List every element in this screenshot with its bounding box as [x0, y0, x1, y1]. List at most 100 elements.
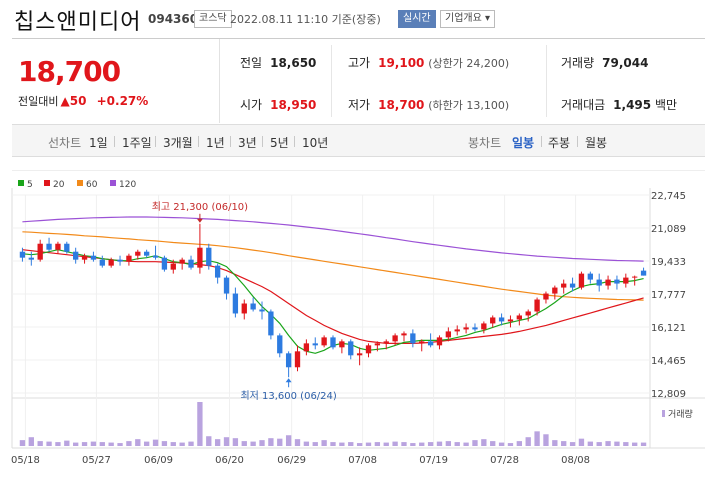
volume-bar: [73, 442, 79, 446]
volume-bar: [108, 442, 114, 446]
up-arrow-icon: ▲: [60, 94, 70, 108]
volume-bar: [330, 442, 336, 446]
low-value: 18,700: [378, 98, 425, 112]
legend-swatch-20: [44, 180, 50, 186]
candle-body: [516, 315, 522, 320]
info-open: 시가 18,950: [240, 96, 316, 113]
candle-body: [543, 293, 549, 300]
candle-body: [330, 337, 336, 348]
change-value: 50: [69, 94, 87, 108]
tab-period-3y[interactable]: 3년: [238, 136, 257, 150]
candle-body: [268, 311, 274, 336]
candle-body: [605, 279, 611, 286]
header-divider: [12, 38, 705, 39]
volume-value: 79,044: [602, 56, 649, 70]
ma-line-120: [22, 216, 644, 262]
high-label: 고가: [348, 56, 371, 70]
candle-body: [578, 273, 585, 288]
candle-body: [64, 243, 70, 252]
volume-bar: [498, 442, 505, 446]
candle-body: [285, 353, 292, 368]
legend-label-60: 60: [86, 180, 98, 190]
candle-body: [161, 257, 168, 270]
volume-bar: [126, 441, 132, 446]
market-badge: 코스닥: [194, 10, 232, 28]
realtime-button[interactable]: 실시간: [398, 10, 436, 28]
candle-body: [490, 317, 496, 324]
volume-bar: [534, 431, 540, 446]
volume-bar: [170, 442, 176, 446]
candle-body: [445, 331, 452, 338]
candle-body: [410, 333, 416, 344]
info-high: 고가 19,100 (상한가 24,200): [348, 54, 509, 71]
candle-body: [339, 341, 345, 348]
volume-bar: [587, 441, 593, 446]
volume-bar: [374, 442, 381, 446]
x-tick-label: 06/29: [277, 455, 306, 466]
volume-bar: [490, 441, 496, 446]
tab-period-3m[interactable]: 3개월: [163, 136, 193, 150]
candle-body: [374, 343, 381, 346]
candle-body: [152, 255, 159, 258]
candle-body: [525, 311, 531, 316]
volume-bar: [197, 402, 203, 446]
candle-body: [569, 283, 576, 288]
tab-period-1y[interactable]: 1년: [206, 136, 225, 150]
legend-label-120: 120: [119, 180, 136, 190]
y-tick-label: 14,465: [651, 356, 686, 367]
candle-body: [427, 341, 434, 346]
volume-bar: [259, 440, 265, 446]
tab-divider: [230, 136, 231, 147]
candle-body: [481, 323, 487, 330]
tab-candle-daily[interactable]: 일봉: [512, 136, 535, 150]
tab-period-1d[interactable]: 1일: [89, 136, 108, 150]
candle-body: [312, 343, 318, 346]
info-low: 저가 18,700 (하한가 13,100): [348, 96, 509, 113]
volume-bar: [268, 438, 274, 446]
candle-body: [356, 353, 363, 356]
tab-candle-weekly[interactable]: 주봉: [548, 136, 571, 150]
lower-limit: (하한가 13,100): [428, 99, 510, 112]
volume-bar: [144, 441, 150, 446]
candle-body: [55, 243, 61, 250]
volume-bar: [303, 441, 310, 446]
volume-bar: [365, 442, 372, 446]
candle-body: [614, 279, 620, 284]
tab-period-1w[interactable]: 1주일: [122, 136, 152, 150]
candle-body: [46, 243, 52, 250]
x-tick-label: 07/08: [348, 455, 377, 466]
x-tick-label: 06/20: [215, 455, 244, 466]
company-info-button[interactable]: 기업개요 ▾: [440, 10, 495, 28]
tab-period-10y[interactable]: 10년: [302, 136, 329, 150]
volume-bar: [578, 438, 585, 446]
high-value: 19,100: [378, 56, 425, 70]
info-prev: 전일 18,650: [240, 54, 316, 71]
candle-body: [81, 255, 88, 260]
volume-bar: [250, 441, 256, 446]
candle-body: [640, 270, 647, 276]
line-chart-label: 선차트: [48, 136, 82, 150]
candle-body: [277, 335, 283, 354]
legend-label-20: 20: [53, 180, 65, 190]
candle-body: [259, 309, 265, 312]
y-tick-label: 12,809: [651, 389, 686, 400]
candle-body: [498, 317, 505, 322]
quote-datetime: 2022.08.11 11:10 기준(장중): [230, 13, 381, 26]
volume-bar: [481, 439, 487, 446]
candle-body: [623, 277, 629, 284]
volume-bar: [401, 442, 407, 446]
candle-body: [223, 277, 230, 294]
volume-bar: [516, 441, 522, 446]
tab-period-5y[interactable]: 5년: [270, 136, 289, 150]
candle-body: [19, 251, 26, 258]
info-amount: 거래대금 1,495 백만: [561, 96, 677, 113]
candle-body: [135, 251, 141, 256]
volume-bar: [543, 434, 549, 446]
tab-candle-monthly[interactable]: 월봉: [585, 136, 608, 150]
amount-unit: 백만: [654, 98, 678, 112]
candle-body: [90, 255, 97, 260]
volume-bar: [277, 438, 283, 446]
candle-body: [401, 333, 407, 336]
candle-body: [419, 341, 425, 344]
volume-bar: [392, 441, 398, 446]
